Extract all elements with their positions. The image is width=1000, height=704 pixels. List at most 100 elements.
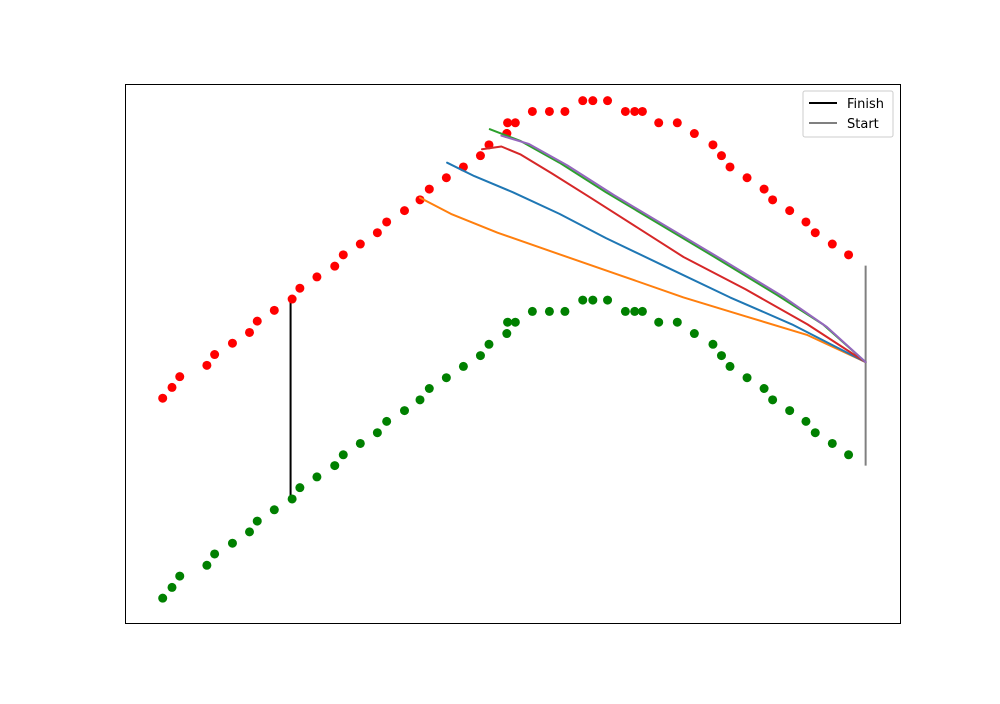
- scatter-point-0-26: [503, 118, 513, 128]
- scatter-point-0-3: [202, 360, 212, 370]
- scatter-point-0-10: [295, 283, 305, 293]
- scatter-point-1-41: [725, 361, 735, 371]
- scatter-point-0-50: [844, 250, 854, 260]
- scatter-point-1-8: [269, 505, 279, 515]
- scatter-point-0-14: [355, 239, 365, 249]
- plot-frame: [125, 84, 901, 624]
- scatter-point-1-21: [458, 361, 468, 371]
- scatter-point-0-42: [725, 162, 735, 172]
- scatter-point-1-16: [382, 416, 392, 426]
- scatter-point-0-41: [716, 151, 726, 161]
- scatter-point-1-0: [158, 593, 168, 603]
- scatter-point-0-45: [768, 195, 778, 205]
- scatter-point-0-27: [510, 118, 520, 128]
- scatter-point-0-17: [400, 206, 409, 216]
- scatter-point-1-18: [415, 395, 425, 405]
- scatter-point-1-31: [588, 295, 598, 305]
- scatter-point-1-10: [295, 483, 305, 493]
- scatter-point-0-32: [588, 96, 598, 106]
- scatter-point-0-43: [742, 173, 752, 183]
- scatter-point-0-33: [603, 96, 613, 106]
- scatter-point-1-22: [475, 351, 485, 361]
- scatter-point-1-42: [742, 373, 752, 383]
- scatter-point-0-19: [424, 184, 434, 194]
- scatter-point-1-39: [708, 339, 718, 349]
- scatter-point-0-11: [312, 272, 322, 282]
- scatter-point-0-9: [287, 294, 297, 304]
- scatter-point-1-11: [312, 472, 322, 482]
- scatter-point-1-1: [167, 582, 177, 592]
- scatter-point-1-49: [844, 450, 854, 460]
- scatter-point-1-14: [355, 438, 365, 448]
- scatter-point-1-24: [502, 329, 512, 339]
- marks-layer: [158, 96, 867, 603]
- scatter-point-1-48: [827, 438, 837, 448]
- scatter-point-0-47: [801, 217, 811, 227]
- scatter-point-0-8: [269, 305, 279, 315]
- scatter-point-1-5: [227, 538, 237, 548]
- trajectory-line-1: [446, 161, 867, 364]
- scatter-point-1-20: [441, 373, 451, 383]
- scatter-point-0-13: [338, 250, 348, 260]
- scatter-point-0-36: [637, 106, 647, 116]
- scatter-point-1-12: [330, 461, 340, 471]
- scatter-point-1-33: [620, 306, 630, 316]
- scatter-point-0-35: [630, 106, 640, 116]
- scatter-point-0-5: [227, 338, 237, 348]
- scatter-point-0-22: [475, 151, 485, 161]
- scatter-point-0-6: [245, 327, 254, 337]
- scatter-point-0-40: [708, 140, 718, 150]
- scatter-point-0-28: [527, 106, 537, 116]
- scatter-point-0-44: [759, 184, 769, 194]
- scatter-point-1-35: [637, 306, 647, 316]
- scatter-point-1-23: [484, 339, 494, 349]
- scatter-point-1-4: [210, 549, 220, 559]
- scatter-point-1-34: [630, 306, 640, 316]
- scatter-point-0-46: [785, 206, 795, 216]
- scatter-point-0-4: [210, 350, 220, 360]
- scatter-point-1-13: [338, 450, 348, 460]
- scatter-point-1-19: [424, 383, 434, 393]
- scatter-point-0-16: [382, 217, 392, 227]
- scatter-point-0-34: [620, 106, 630, 116]
- scatter-point-1-25: [503, 317, 513, 327]
- scatter-point-1-32: [603, 295, 613, 305]
- scatter-point-0-38: [672, 118, 682, 128]
- scatter-point-0-48: [810, 228, 820, 238]
- scatter-point-0-39: [689, 129, 699, 139]
- scatter-point-1-40: [716, 351, 726, 361]
- scatter-point-1-3: [202, 560, 212, 570]
- scatter-point-1-44: [768, 395, 778, 405]
- scatter-point-1-9: [287, 494, 297, 504]
- scatter-point-1-17: [400, 406, 409, 416]
- scatter-point-0-31: [578, 96, 588, 106]
- scatter-point-1-43: [759, 383, 769, 393]
- scatter-point-0-7: [252, 316, 262, 326]
- trajectory-line-4: [500, 134, 867, 364]
- scatter-point-1-29: [560, 306, 570, 316]
- legend: Finish Start: [802, 90, 894, 138]
- scatter-point-1-47: [810, 428, 820, 438]
- scatter-point-0-37: [654, 118, 664, 128]
- scatter-point-1-7: [252, 516, 262, 526]
- scatter-point-1-15: [372, 428, 382, 438]
- scatter-point-1-28: [544, 306, 554, 316]
- scatter-point-0-15: [372, 228, 382, 238]
- scatter-point-0-1: [167, 382, 177, 392]
- scatter-point-0-18: [415, 195, 425, 205]
- scatter-point-1-46: [801, 416, 811, 426]
- scatter-point-1-38: [689, 329, 699, 339]
- scatter-point-0-20: [441, 173, 451, 183]
- scatter-point-1-6: [245, 527, 254, 537]
- scatter-point-1-45: [785, 406, 795, 416]
- scatter-point-1-37: [672, 317, 682, 327]
- scatter-point-0-0: [158, 393, 168, 403]
- legend-finish-label: Finish: [847, 97, 884, 112]
- scatter-point-0-49: [827, 239, 837, 249]
- trajectory-line-0: [419, 196, 867, 364]
- scatter-point-1-26: [510, 317, 520, 327]
- scatter-point-0-30: [560, 106, 570, 116]
- scatter-point-1-30: [578, 295, 588, 305]
